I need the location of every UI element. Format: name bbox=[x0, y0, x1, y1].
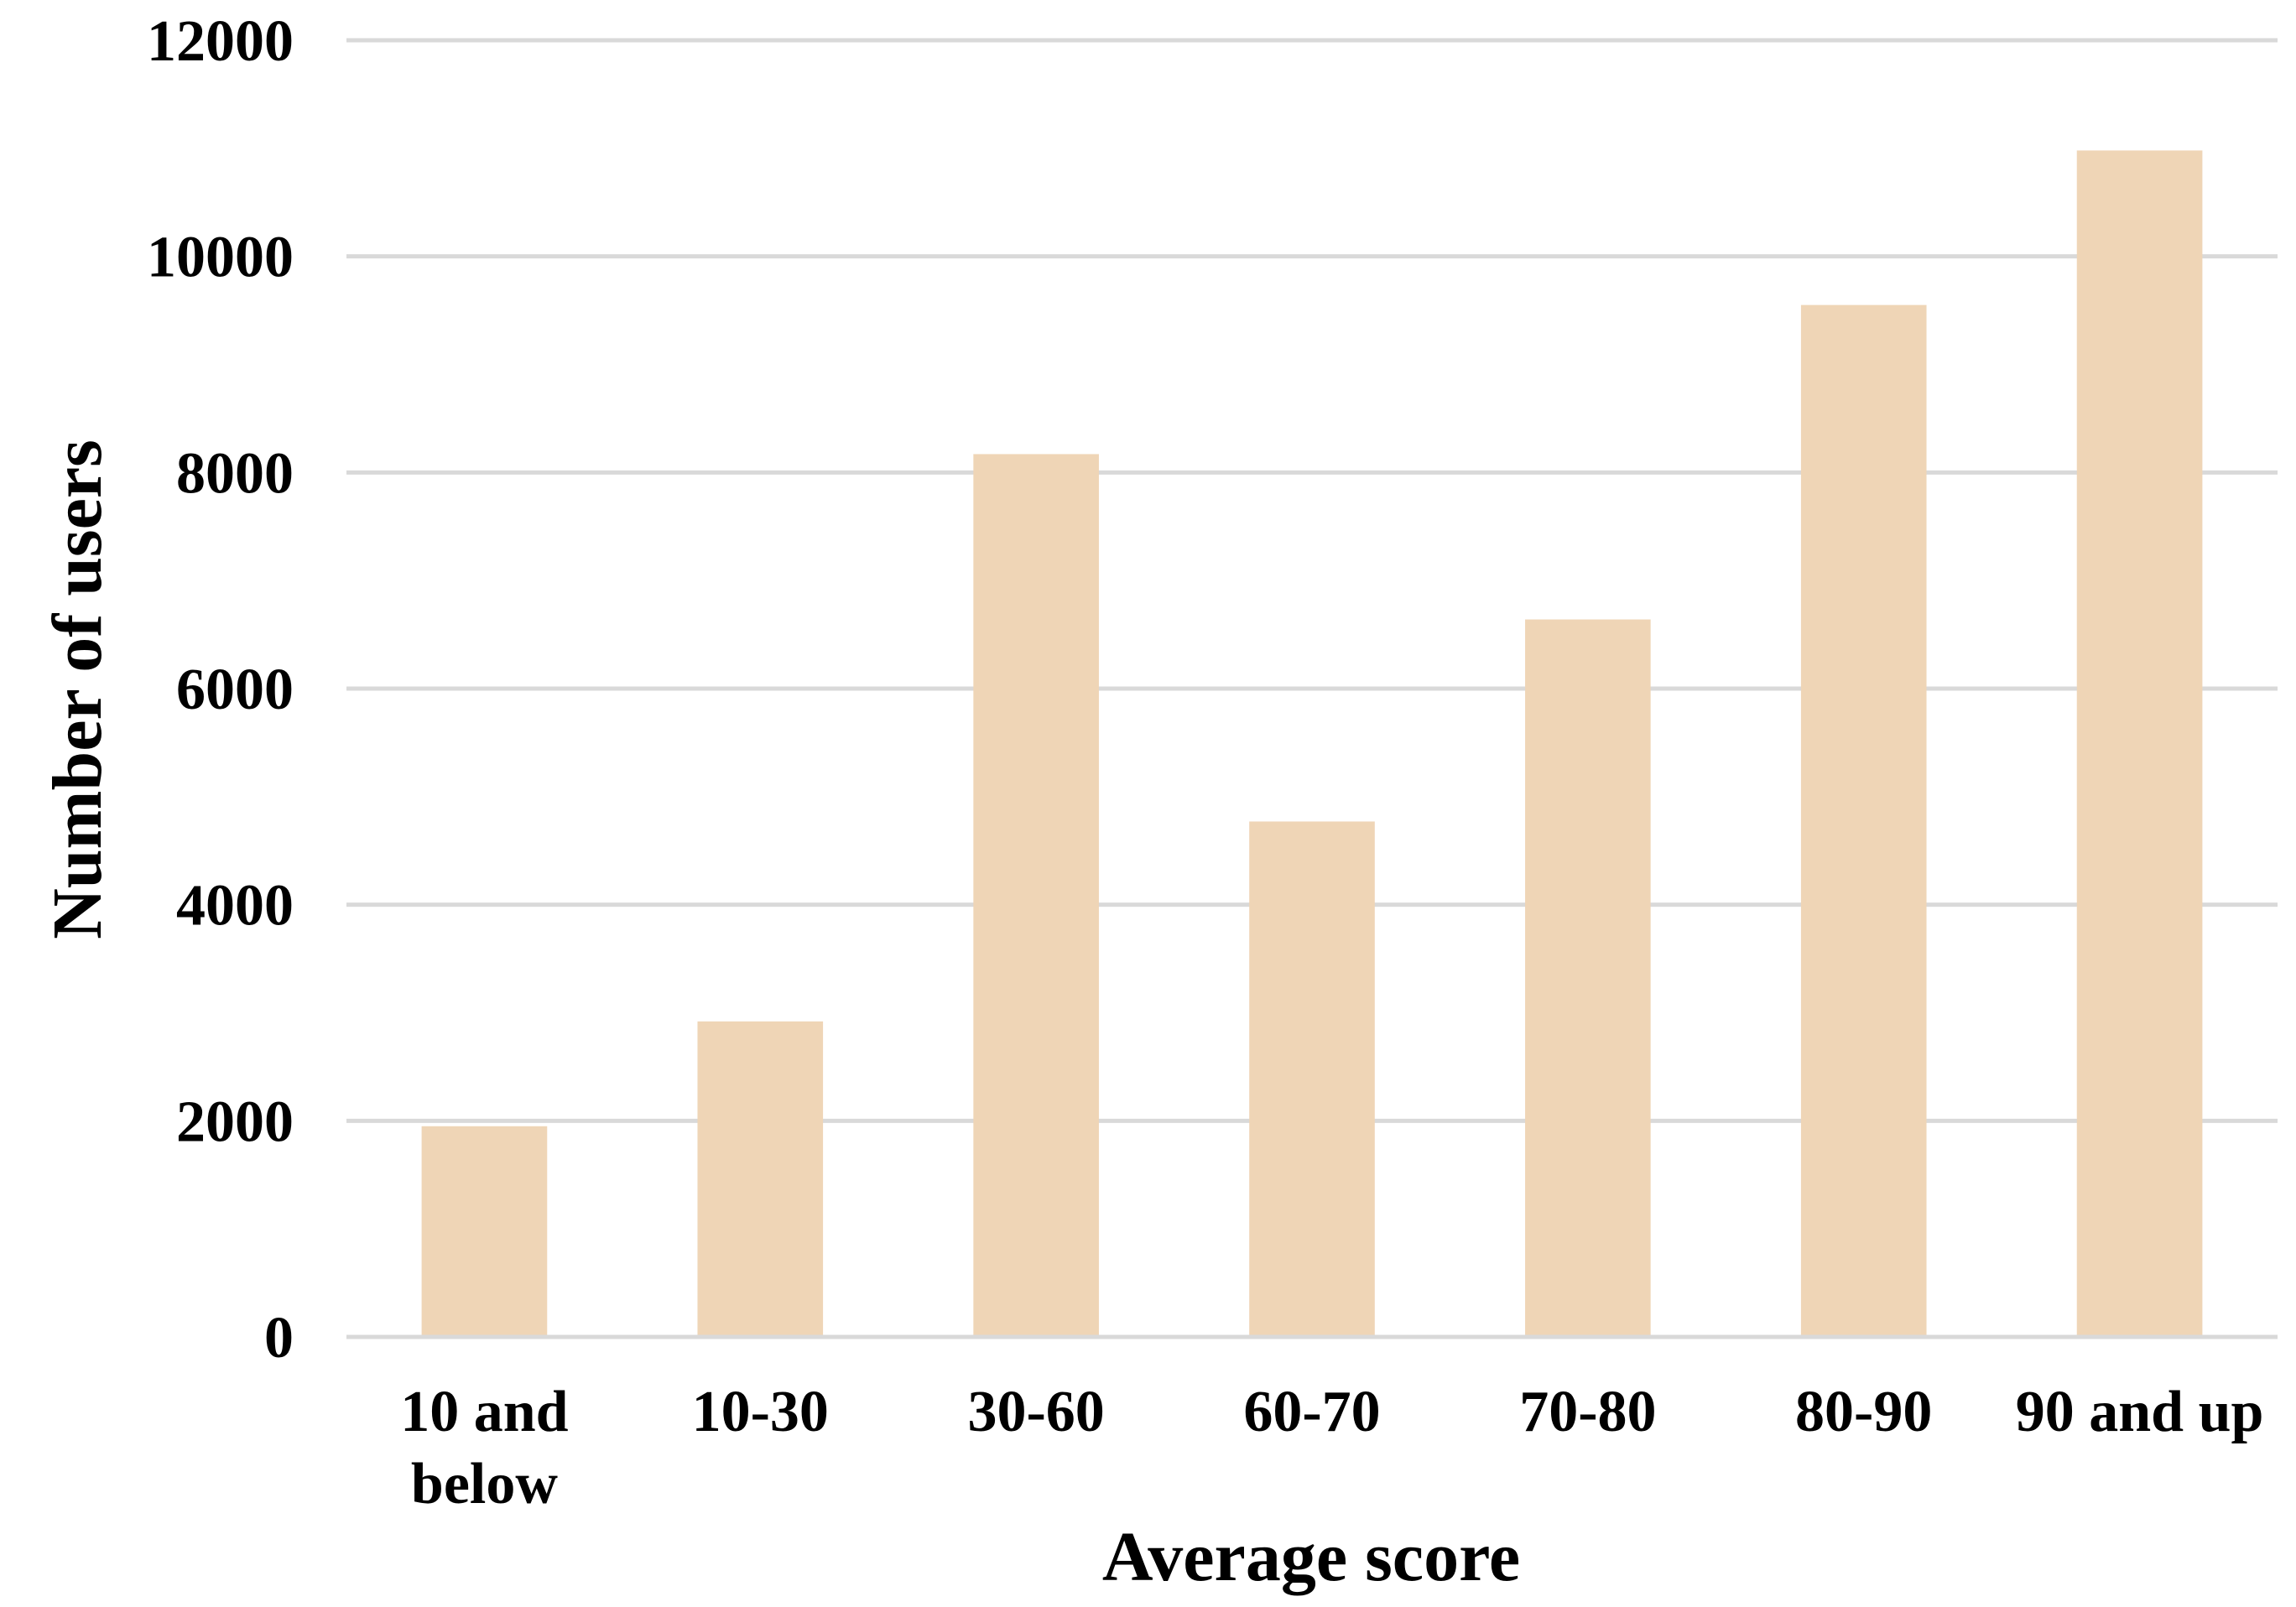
x-tick-label: 70-80 bbox=[1519, 1380, 1656, 1444]
bar bbox=[1249, 821, 1375, 1337]
x-tick-label-line: 70-80 bbox=[1519, 1380, 1656, 1444]
y-tick-label: 2000 bbox=[176, 1090, 294, 1154]
y-tick-label: 0 bbox=[264, 1306, 294, 1370]
x-axis-ticks: 10 and below 10-30 30-60 60-70 70-80 80-90 90 a… bbox=[400, 1380, 2263, 1516]
y-tick-label: 10000 bbox=[147, 226, 294, 290]
bar bbox=[697, 1021, 824, 1337]
x-tick-label-line: 10-30 bbox=[692, 1380, 829, 1444]
y-tick-label: 4000 bbox=[176, 874, 294, 939]
bar bbox=[2076, 150, 2203, 1337]
x-tick-label-line: 30-60 bbox=[967, 1380, 1104, 1444]
x-tick-label-line: 10 and bbox=[400, 1380, 568, 1444]
x-tick-label: 10-30 bbox=[692, 1380, 829, 1444]
bar bbox=[1525, 619, 1651, 1337]
x-tick-label-line: 80-90 bbox=[1795, 1380, 1932, 1444]
x-tick-label: 80-90 bbox=[1795, 1380, 1932, 1444]
x-tick-label: 90 and up bbox=[2016, 1380, 2264, 1444]
x-tick-label: 10 and below bbox=[400, 1380, 568, 1516]
x-tick-label-line: below bbox=[411, 1452, 558, 1516]
bar bbox=[421, 1126, 548, 1337]
x-tick-label-line: 60-70 bbox=[1243, 1380, 1380, 1444]
y-tick-label: 8000 bbox=[176, 441, 294, 506]
x-axis-title: Average score bbox=[1102, 1518, 1520, 1596]
bar bbox=[1800, 304, 1927, 1338]
x-tick-label: 60-70 bbox=[1243, 1380, 1380, 1444]
x-tick-label-line: 90 and up bbox=[2016, 1380, 2264, 1444]
y-tick-label: 12000 bbox=[147, 9, 294, 74]
y-axis-ticks: 0 2000 4000 6000 8000 10000 12000 bbox=[147, 9, 294, 1370]
y-axis-title: Number of users bbox=[39, 439, 117, 939]
x-tick-label: 30-60 bbox=[967, 1380, 1104, 1444]
y-tick-label: 6000 bbox=[176, 658, 294, 722]
bars bbox=[346, 150, 2278, 1339]
bar bbox=[973, 454, 1099, 1337]
